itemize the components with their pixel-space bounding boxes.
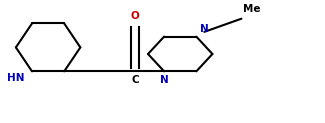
Text: C: C [131,75,139,85]
Text: HN: HN [7,73,25,83]
Text: O: O [131,11,139,21]
Text: Me: Me [243,4,261,14]
Text: N: N [200,24,208,34]
Text: N: N [160,75,168,85]
